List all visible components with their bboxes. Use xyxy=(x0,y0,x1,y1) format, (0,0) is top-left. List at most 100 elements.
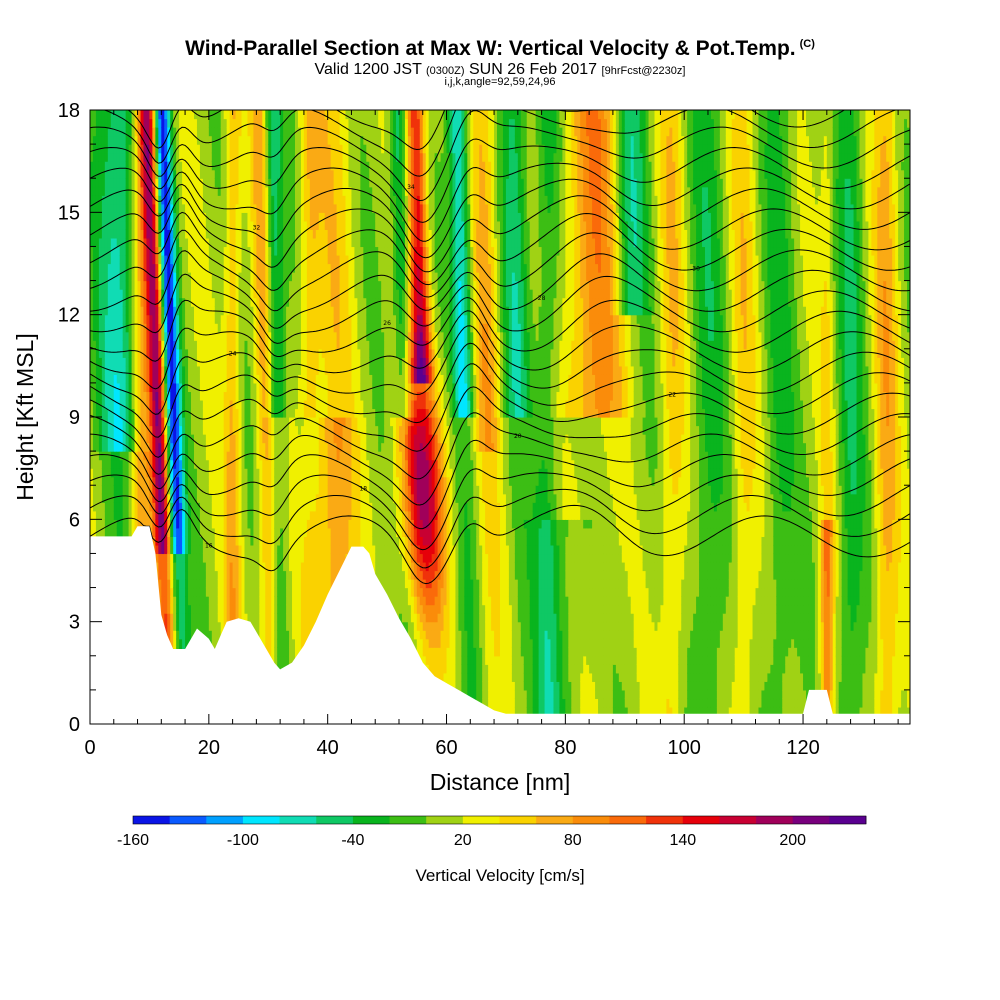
velocity-cell xyxy=(101,272,106,282)
velocity-cell xyxy=(92,323,97,333)
velocity-cell xyxy=(146,323,151,333)
velocity-cell xyxy=(155,306,159,316)
velocity-cell xyxy=(149,135,153,145)
velocity-cell xyxy=(155,135,159,145)
velocity-cell xyxy=(152,127,156,137)
velocity-cell xyxy=(152,135,156,145)
velocity-cell xyxy=(149,442,153,452)
velocity-cell xyxy=(101,425,106,435)
velocity-cell xyxy=(164,493,168,503)
velocity-cell xyxy=(134,144,139,154)
velocity-cell xyxy=(92,425,97,435)
velocity-cell xyxy=(104,357,109,367)
velocity-cell xyxy=(95,391,100,401)
velocity-cell xyxy=(134,186,139,196)
velocity-cell xyxy=(92,263,97,273)
velocity-cell xyxy=(158,510,162,520)
velocity-cell xyxy=(128,280,133,290)
velocity-cell xyxy=(110,289,115,299)
velocity-cell xyxy=(101,314,106,324)
velocity-cell xyxy=(101,178,106,188)
velocity-cell xyxy=(95,229,100,239)
velocity-cell xyxy=(104,203,109,213)
velocity-cell xyxy=(122,442,127,452)
velocity-cell xyxy=(116,254,121,265)
velocity-cell xyxy=(131,476,136,486)
velocity-cell xyxy=(92,485,97,495)
velocity-cell xyxy=(152,289,156,299)
velocity-cell xyxy=(143,382,148,393)
velocity-cell xyxy=(98,476,103,486)
velocity-cell xyxy=(119,408,124,418)
velocity-cell xyxy=(110,323,115,333)
velocity-cell xyxy=(134,110,139,120)
velocity-cell xyxy=(98,442,103,452)
velocity-cell xyxy=(146,374,151,384)
velocity-cell xyxy=(113,476,118,486)
velocity-cell xyxy=(107,280,112,290)
velocity-cell xyxy=(137,161,142,171)
velocity-cell xyxy=(137,399,142,410)
velocity-cell xyxy=(116,493,121,503)
velocity-cell xyxy=(146,195,151,205)
velocity-cell xyxy=(107,178,112,188)
velocity-cell xyxy=(95,510,100,520)
velocity-cell xyxy=(98,280,103,290)
velocity-cell xyxy=(161,553,165,563)
velocity-cell xyxy=(125,502,130,512)
velocity-cell xyxy=(137,220,142,230)
velocity-cell xyxy=(128,220,133,230)
velocity-cell xyxy=(155,502,159,512)
velocity-cell xyxy=(164,468,168,478)
velocity-cell xyxy=(149,459,153,469)
velocity-cell xyxy=(95,178,100,188)
velocity-cell xyxy=(155,110,159,120)
velocity-cell xyxy=(125,169,130,179)
velocity-cell xyxy=(122,408,127,418)
velocity-cell xyxy=(152,357,156,367)
velocity-cell xyxy=(155,544,159,555)
velocity-cell xyxy=(152,527,156,537)
velocity-cell xyxy=(95,195,100,205)
velocity-cell xyxy=(119,263,124,273)
velocity-cell xyxy=(164,604,168,614)
velocity-cell xyxy=(149,519,153,529)
velocity-cell xyxy=(110,297,115,307)
velocity-cell xyxy=(98,246,103,256)
velocity-cell xyxy=(95,451,100,461)
velocity-cell xyxy=(104,374,109,384)
chart-title: Wind-Parallel Section at Max W: Vertical… xyxy=(0,37,1000,61)
velocity-cell xyxy=(161,144,165,154)
velocity-cell xyxy=(101,186,106,196)
velocity-cell xyxy=(107,399,112,410)
velocity-cell xyxy=(110,135,115,145)
velocity-cell xyxy=(134,263,139,273)
velocity-cell xyxy=(107,161,112,171)
velocity-cell xyxy=(122,391,127,401)
velocity-cell xyxy=(128,357,133,367)
velocity-cell xyxy=(101,110,106,120)
velocity-cell xyxy=(104,331,109,341)
velocity-cell xyxy=(107,527,112,537)
velocity-cell xyxy=(152,195,156,205)
velocity-cell xyxy=(137,178,142,188)
velocity-cell xyxy=(128,502,133,512)
velocity-cell xyxy=(128,451,133,461)
velocity-cell xyxy=(161,382,165,393)
velocity-cell xyxy=(113,254,118,265)
velocity-cell xyxy=(90,314,94,324)
velocity-cell xyxy=(116,417,121,427)
velocity-cell xyxy=(164,425,168,435)
velocity-cell xyxy=(137,297,142,307)
velocity-cell xyxy=(143,246,148,256)
velocity-cell xyxy=(137,382,142,393)
velocity-cell xyxy=(131,493,136,503)
velocity-cell xyxy=(158,502,162,512)
velocity-cell xyxy=(134,382,139,393)
velocity-cell xyxy=(152,391,156,401)
velocity-cell xyxy=(149,118,153,128)
velocity-cell xyxy=(140,510,145,520)
velocity-cell xyxy=(146,203,151,213)
velocity-cell xyxy=(125,254,130,265)
velocity-cell xyxy=(152,229,156,239)
